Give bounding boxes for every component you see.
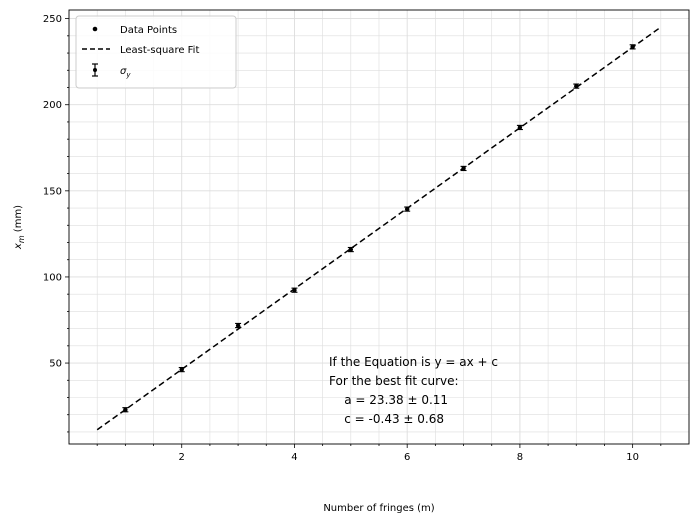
legend-marker-points bbox=[92, 26, 98, 32]
y-tick-label: 50 bbox=[49, 359, 62, 370]
y-tick-label: 200 bbox=[43, 100, 62, 111]
data-point bbox=[517, 125, 523, 130]
data-point bbox=[461, 166, 466, 171]
y-tick-label: 250 bbox=[43, 14, 62, 25]
annotation-line-1: If the Equation is y = ax + c bbox=[329, 355, 498, 369]
legend-marker-err-point bbox=[93, 68, 97, 72]
y-tick-label: 150 bbox=[43, 186, 62, 197]
x-axis-label: Number of fringes (m) bbox=[323, 503, 434, 514]
data-point bbox=[404, 206, 410, 212]
x-tick-label: 10 bbox=[626, 452, 639, 463]
fit-annotation: If the Equation is y = ax + c For the be… bbox=[329, 355, 502, 426]
legend-box bbox=[75, 15, 237, 89]
data-point bbox=[235, 323, 241, 328]
data-point bbox=[179, 367, 184, 372]
legend: Data Points Least-square Fit σy bbox=[75, 15, 237, 89]
data-point bbox=[123, 407, 128, 412]
annotation-line-4: c = -0.43 ± 0.68 bbox=[329, 412, 444, 426]
legend-label-points: Data Points bbox=[120, 25, 177, 36]
data-point bbox=[348, 247, 354, 252]
y-tick-label: 100 bbox=[43, 272, 62, 283]
y-axis-label-unit: (mm) bbox=[13, 205, 24, 236]
legend-label-err: σy bbox=[120, 66, 131, 79]
fit-line bbox=[96, 26, 662, 431]
legend-label-fit: Least-square Fit bbox=[120, 45, 199, 56]
y-axis-label-sub: m bbox=[17, 235, 26, 243]
x-tick-label: 8 bbox=[517, 452, 523, 463]
data-point bbox=[630, 44, 635, 50]
y-axis-label: xm (mm) bbox=[13, 205, 26, 250]
data-point bbox=[292, 288, 297, 293]
annotation-line-3: a = 23.38 ± 0.11 bbox=[329, 393, 448, 407]
ticks: 2 4 6 8 10 50 100 150 200 250 bbox=[43, 14, 662, 463]
x-tick-label: 2 bbox=[179, 452, 185, 463]
data-point bbox=[574, 83, 579, 89]
y-axis-label-var: x bbox=[13, 243, 24, 250]
x-tick-label: 6 bbox=[404, 452, 410, 463]
x-tick-label: 4 bbox=[291, 452, 297, 463]
annotation-line-2: For the best fit curve: bbox=[329, 374, 459, 388]
series-layer bbox=[96, 26, 662, 431]
